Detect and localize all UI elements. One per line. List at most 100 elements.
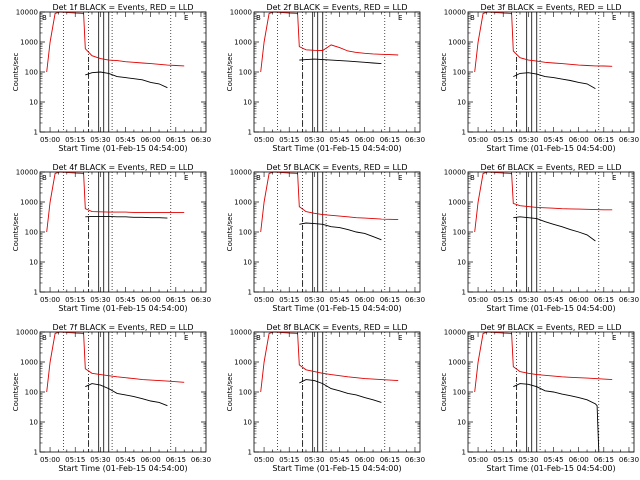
y-tick-label: 1000 xyxy=(448,359,466,367)
x-tick-label: 05:45 xyxy=(115,456,135,464)
x-tick-label: 05:45 xyxy=(115,296,135,304)
x-axis-label: Start Time (01-Feb-15 04:54:00) xyxy=(486,144,615,153)
chart-title: Det 9f BLACK = Events, RED = LLD xyxy=(480,323,621,332)
y-tick-label: 100 xyxy=(239,229,252,237)
x-tick-label: 06:00 xyxy=(569,456,589,464)
legend-mark-e: E xyxy=(184,174,188,182)
y-axis-label: Counts/sec xyxy=(440,373,448,412)
series-line-black xyxy=(85,71,168,89)
x-tick-label: 06:30 xyxy=(405,296,425,304)
x-tick-label: 06:30 xyxy=(619,136,639,144)
x-tick-label: 06:30 xyxy=(619,296,639,304)
x-tick-label: 05:00 xyxy=(254,136,274,144)
x-tick-label: 05:15 xyxy=(493,136,513,144)
x-tick-label: 05:15 xyxy=(493,296,513,304)
series-line-black xyxy=(513,383,600,453)
y-tick-label: 10000 xyxy=(16,329,38,337)
y-tick-label: 10 xyxy=(29,99,38,107)
legend-mark-e: E xyxy=(398,174,402,182)
x-tick-label: 06:15 xyxy=(594,136,614,144)
chart-title: Det 1f BLACK = Events, RED = LLD xyxy=(52,3,193,12)
y-tick-label: 10 xyxy=(457,259,466,267)
x-tick-label: 05:15 xyxy=(279,136,299,144)
y-tick-label: 10000 xyxy=(444,329,466,337)
legend-mark-b: B xyxy=(42,334,47,342)
x-tick-label: 05:15 xyxy=(279,296,299,304)
y-tick-label: 10 xyxy=(29,259,38,267)
x-tick-label: 05:30 xyxy=(90,136,110,144)
y-tick-label: 1 xyxy=(248,129,252,137)
chart-title: Det 2f BLACK = Events, RED = LLD xyxy=(266,3,407,12)
x-axis-label: Start Time (01-Feb-15 04:54:00) xyxy=(272,304,401,313)
x-tick-label: 06:30 xyxy=(405,136,425,144)
chart-panel: 1 10 100 1000 10000 05:00 05:15 05:30 05:45 06:00… xyxy=(440,323,639,473)
series-line-red xyxy=(474,11,613,73)
plot-frame xyxy=(467,171,635,293)
chart-panel: 1 10 100 1000 10000 05:00 05:15 05:30 05:45 06:00… xyxy=(12,323,211,473)
y-tick-label: 1000 xyxy=(234,199,252,207)
x-tick-label: 05:30 xyxy=(518,456,538,464)
y-tick-label: 1000 xyxy=(20,39,38,47)
series-line-red xyxy=(260,331,399,393)
chart-panel: 1 10 100 1000 10000 05:00 05:15 05:30 05:45 06:00… xyxy=(226,323,425,473)
x-tick-label: 05:30 xyxy=(304,296,324,304)
y-tick-label: 10000 xyxy=(230,169,252,177)
chart-panel: 1 10 100 1000 10000 05:00 05:15 05:30 05:45 06:00… xyxy=(12,3,211,153)
y-tick-label: 10 xyxy=(243,419,252,427)
x-tick-label: 05:00 xyxy=(468,296,488,304)
x-tick-label: 05:00 xyxy=(254,456,274,464)
series-line-red xyxy=(46,331,185,393)
x-tick-label: 06:00 xyxy=(569,296,589,304)
x-tick-label: 05:45 xyxy=(115,136,135,144)
x-axis-label: Start Time (01-Feb-15 04:54:00) xyxy=(486,304,615,313)
y-tick-label: 1000 xyxy=(20,199,38,207)
legend-mark-b: B xyxy=(470,334,475,342)
y-tick-label: 100 xyxy=(25,229,38,237)
legend-mark-e: E xyxy=(612,334,616,342)
x-axis-label: Start Time (01-Feb-15 04:54:00) xyxy=(272,144,401,153)
x-axis-label: Start Time (01-Feb-15 04:54:00) xyxy=(58,144,187,153)
x-tick-label: 05:45 xyxy=(543,136,563,144)
y-tick-label: 10000 xyxy=(444,9,466,17)
y-tick-label: 100 xyxy=(453,389,466,397)
x-tick-label: 06:00 xyxy=(569,136,589,144)
plot-frame xyxy=(253,171,421,293)
series-line-red xyxy=(474,171,613,233)
x-tick-label: 05:00 xyxy=(40,296,60,304)
x-tick-label: 05:15 xyxy=(493,456,513,464)
x-tick-label: 06:30 xyxy=(619,456,639,464)
x-tick-label: 06:00 xyxy=(141,296,161,304)
chart-title: Det 4f BLACK = Events, RED = LLD xyxy=(52,163,193,172)
y-tick-label: 10 xyxy=(457,419,466,427)
x-tick-label: 06:15 xyxy=(380,296,400,304)
y-tick-label: 1 xyxy=(462,129,466,137)
x-tick-label: 06:00 xyxy=(355,136,375,144)
x-tick-label: 05:30 xyxy=(518,136,538,144)
x-tick-label: 05:30 xyxy=(304,456,324,464)
x-tick-label: 05:00 xyxy=(40,136,60,144)
legend-mark-b: B xyxy=(256,334,261,342)
y-tick-label: 1000 xyxy=(20,359,38,367)
y-axis-label: Counts/sec xyxy=(12,53,20,92)
x-tick-label: 05:45 xyxy=(329,296,349,304)
y-tick-label: 1 xyxy=(462,289,466,297)
legend-mark-e: E xyxy=(612,174,616,182)
y-axis-label: Counts/sec xyxy=(12,373,20,412)
series-line-red xyxy=(46,11,185,73)
plot-frame xyxy=(39,331,207,453)
y-tick-label: 10 xyxy=(243,99,252,107)
x-tick-label: 06:15 xyxy=(166,456,186,464)
x-axis-label: Start Time (01-Feb-15 04:54:00) xyxy=(58,304,187,313)
y-tick-label: 10 xyxy=(243,259,252,267)
x-tick-label: 06:30 xyxy=(405,456,425,464)
x-tick-label: 05:15 xyxy=(65,136,85,144)
legend-mark-e: E xyxy=(398,14,402,22)
x-tick-label: 06:15 xyxy=(166,296,186,304)
legend-mark-e: E xyxy=(184,14,188,22)
x-axis-label: Start Time (01-Feb-15 04:54:00) xyxy=(58,464,187,473)
x-tick-label: 05:30 xyxy=(304,136,324,144)
y-tick-label: 1 xyxy=(462,449,466,457)
x-tick-label: 05:00 xyxy=(254,296,274,304)
series-line-black xyxy=(85,215,168,219)
